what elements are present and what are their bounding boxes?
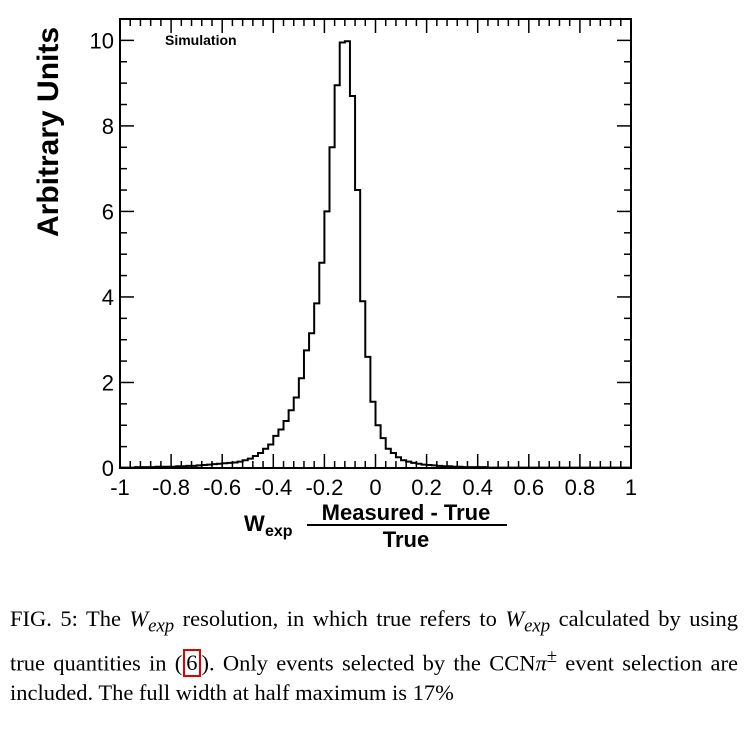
caption-math-w-sub: exp — [148, 615, 175, 637]
plot-frame — [119, 18, 632, 469]
histogram-outline — [119, 40, 632, 469]
y-tick-label: 6 — [102, 199, 114, 224]
caption-pi: π — [535, 650, 547, 675]
caption-math-w: W — [129, 606, 149, 631]
y-tick-label: 0 — [102, 456, 114, 481]
y-tick-label: 2 — [102, 370, 114, 395]
caption-math-w-2: W — [505, 606, 525, 631]
simulation-annotation: Simulation — [165, 32, 237, 48]
figure-caption: FIG. 5: The Wexp resolution, in which tr… — [10, 604, 738, 708]
caption-ref-open: ( — [174, 650, 183, 675]
caption-text-3: cal­culated by using true quantities in — [10, 606, 738, 675]
x-tick-label: -1 — [110, 475, 130, 500]
x-axis-fraction-denominator: True — [383, 527, 429, 552]
caption-text-5: event selection are included. The full w… — [10, 650, 738, 705]
histogram-bin — [309, 333, 314, 468]
x-tick-label: -0.6 — [203, 475, 241, 500]
x-tick-label: 0.6 — [514, 475, 545, 500]
equation-reference-link[interactable]: 6 — [183, 649, 201, 677]
x-tick-label: 0 — [369, 475, 381, 500]
x-axis-variable: W — [244, 511, 265, 536]
caption-math-w-2-sub: exp — [524, 615, 551, 637]
x-tick-label: -0.2 — [305, 475, 343, 500]
caption-fig-label: FIG. 5: — [10, 606, 78, 631]
x-axis-variable-subscript: exp — [265, 523, 293, 540]
x-tick-label: -0.4 — [254, 475, 292, 500]
caption-text-2: resolution, in which true refers to — [174, 606, 506, 631]
x-tick-label: 0.2 — [411, 475, 442, 500]
resolution-histogram: -1 -0.8 -0.6 -0.4 -0.2 0 0.2 0.4 0.6 0.8 10246810 … — [32, 18, 637, 552]
plot-area — [119, 40, 632, 469]
caption-ref-close: ) — [201, 650, 210, 675]
y-tick-label: 8 — [102, 114, 114, 139]
histogram-bin — [340, 43, 345, 468]
caption-text-1: The — [77, 606, 130, 631]
caption-text-4: . Only events selected by the CCN — [209, 650, 536, 675]
x-tick-label: 0.8 — [565, 475, 596, 500]
x-axis-label: W exp Measured - True True — [244, 500, 507, 552]
x-axis-fraction-numerator: Measured - True — [322, 500, 491, 525]
caption-plus-minus: ± — [546, 645, 558, 667]
x-tick-label: 0.4 — [462, 475, 493, 500]
x-tick-label: 1 — [625, 475, 637, 500]
y-tick-label: 4 — [102, 285, 114, 310]
x-tick-label: -0.8 — [152, 475, 190, 500]
y-tick-label: 10 — [90, 28, 114, 53]
y-axis-label: Arbitrary Units — [32, 27, 65, 237]
histogram-bin — [345, 41, 350, 468]
